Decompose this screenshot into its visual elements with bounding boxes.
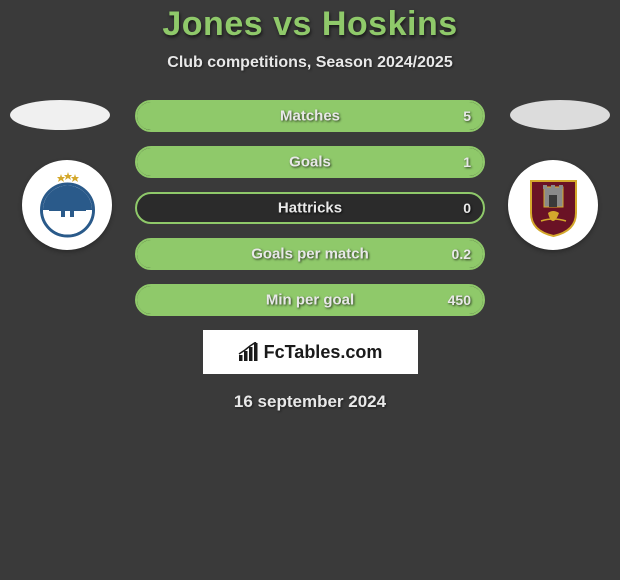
huddersfield-crest-icon [35, 170, 100, 240]
page-title: Jones vs Hoskins [0, 5, 620, 44]
club-logo-left [22, 160, 112, 250]
stats-area: Matches 5 Goals 1 Hattricks 0 Goals per … [135, 100, 485, 316]
stat-value-right: 0 [463, 200, 471, 216]
brand-box: FcTables.com [203, 330, 418, 374]
stat-label: Min per goal [266, 292, 354, 309]
stat-row-mpg: Min per goal 450 [135, 284, 485, 316]
brand-text: FcTables.com [264, 342, 383, 363]
stat-row-gpm: Goals per match 0.2 [135, 238, 485, 270]
stat-label: Matches [280, 108, 340, 125]
stat-value-right: 5 [463, 108, 471, 124]
club-logo-right [508, 160, 598, 250]
stat-row-matches: Matches 5 [135, 100, 485, 132]
stat-value-right: 450 [448, 292, 471, 308]
main-area: Matches 5 Goals 1 Hattricks 0 Goals per … [0, 100, 620, 412]
player-silhouette-left [10, 100, 110, 130]
stat-row-goals: Goals 1 [135, 146, 485, 178]
infographic-container: Jones vs Hoskins Club competitions, Seas… [0, 0, 620, 412]
brand-chart-icon [238, 342, 260, 362]
stat-value-right: 0.2 [452, 246, 471, 262]
date-text: 16 september 2024 [0, 392, 620, 412]
northampton-crest-icon [526, 173, 581, 238]
stat-row-hattricks: Hattricks 0 [135, 192, 485, 224]
subtitle: Club competitions, Season 2024/2025 [0, 54, 620, 72]
club-crest-right [521, 170, 586, 240]
stat-label: Goals [289, 154, 331, 171]
club-crest-left [35, 170, 100, 240]
player-silhouette-right [510, 100, 610, 130]
stat-value-right: 1 [463, 154, 471, 170]
stat-label: Goals per match [251, 246, 369, 263]
stat-label: Hattricks [278, 200, 342, 217]
